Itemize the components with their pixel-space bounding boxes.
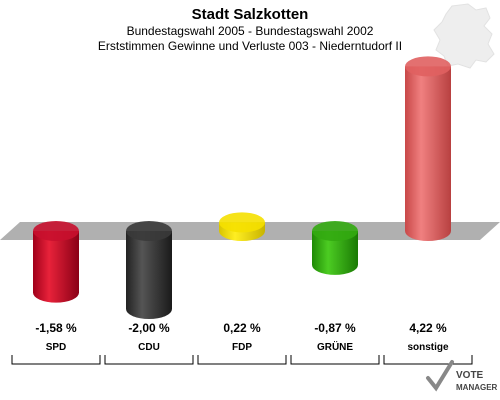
- value-label-cdu: -2,00 %: [128, 321, 170, 335]
- category-label-spd: SPD: [46, 342, 67, 353]
- bar-cap-cdu: [126, 221, 172, 241]
- bar-sonstige: [405, 56, 451, 241]
- germany-map-icon: [433, 3, 495, 69]
- category-bracket-spd: [11, 355, 101, 365]
- bar-cap-spd: [33, 221, 79, 241]
- bar-fdp: [219, 212, 265, 241]
- bar-body-cdu: [126, 231, 172, 319]
- value-label-spd: -1,58 %: [35, 321, 77, 335]
- chart-title: Stadt Salzkotten: [192, 6, 309, 23]
- category-label-gruene: GRÜNE: [317, 340, 353, 353]
- logo-line-1: VOTE: [456, 370, 484, 381]
- logo-line-2: MANAGER: [456, 383, 498, 392]
- label-group: -1,58 % SPD -2,00 % CDU 0,22 % FDP -0,87 % GRÜN…: [11, 321, 473, 365]
- bar-spd: [33, 221, 79, 303]
- bar-cap-sonstige: [405, 56, 451, 77]
- value-label-fdp: 0,22 %: [223, 321, 261, 335]
- bar-cap-fdp: [219, 212, 265, 233]
- category-bracket-cdu: [104, 355, 194, 365]
- category-bracket-sonstige: [383, 355, 473, 365]
- bar-body-gruene: [312, 231, 358, 275]
- value-label-gruene: -0,87 %: [314, 321, 356, 335]
- checkmark-icon: [426, 360, 454, 392]
- bar-body-spd: [33, 231, 79, 303]
- category-bracket-gruene: [290, 355, 380, 365]
- value-label-sonstige: 4,22 %: [409, 321, 447, 335]
- bar-cap-gruene: [312, 221, 358, 241]
- category-label-fdp: FDP: [232, 342, 252, 353]
- vote-manager-logo: VOTE MANAGER: [426, 360, 498, 392]
- chart-subtitle: Bundestagswahl 2005 - Bundestagswahl 200…: [127, 24, 374, 38]
- category-bracket-fdp: [197, 355, 287, 365]
- chart-subtitle-2: Erststimmen Gewinne und Verluste 003 - N…: [98, 39, 402, 53]
- bar-body-sonstige: [405, 66, 451, 241]
- bar-group: [33, 56, 451, 319]
- category-label-sonstige: sonstige: [407, 342, 449, 353]
- category-label-cdu: CDU: [138, 342, 160, 353]
- bar-gruene: [312, 221, 358, 275]
- bar-cdu: [126, 221, 172, 319]
